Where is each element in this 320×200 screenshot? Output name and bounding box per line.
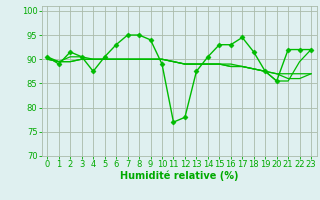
X-axis label: Humidité relative (%): Humidité relative (%) [120, 171, 238, 181]
